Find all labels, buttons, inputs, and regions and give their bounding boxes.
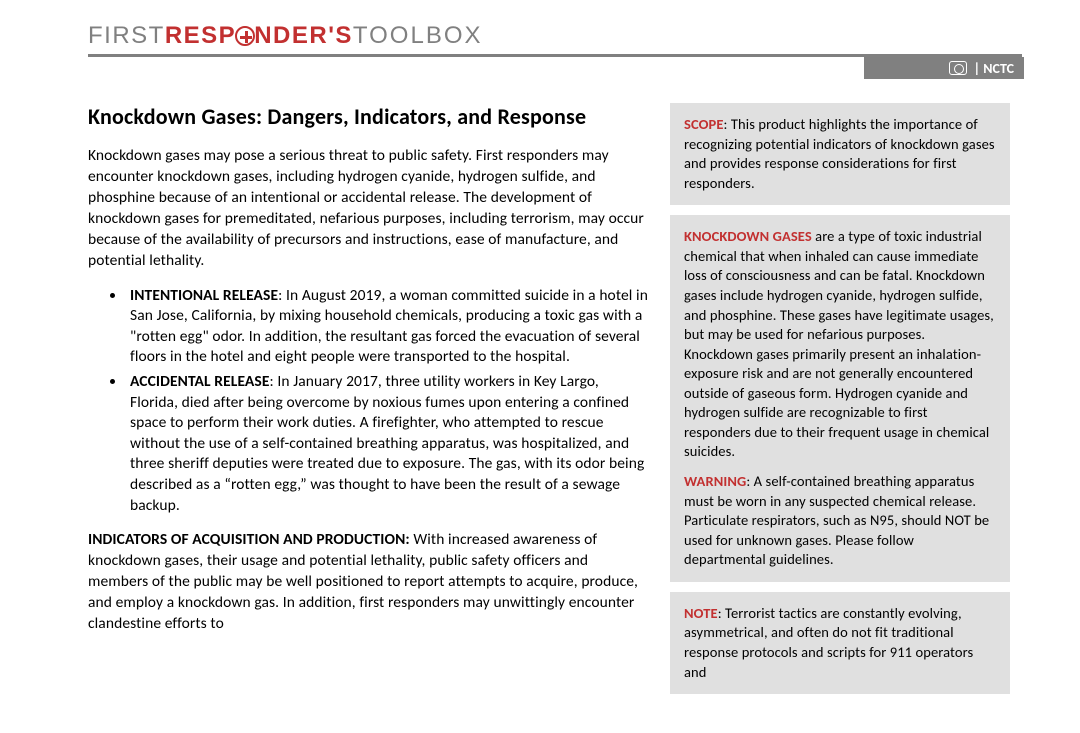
list-item: ACCIDENTAL RELEASE: In January 2017, thr… (126, 372, 648, 516)
brand-word-toolbox: TOOLBOX (353, 22, 483, 49)
main-column: Knockdown Gases: Dangers, Indicators, an… (88, 103, 648, 694)
note-text: : Terrorist tactics are constantly evolv… (684, 604, 973, 681)
kg-text: are a type of toxic industrial chemical … (684, 227, 994, 460)
bullet-label: INTENTIONAL RELEASE (130, 286, 278, 305)
bullet-text: : In January 2017, three utility workers… (130, 372, 644, 515)
release-list: INTENTIONAL RELEASE: In August 2019, a w… (88, 286, 648, 517)
indicators-paragraph: INDICATORS OF ACQUISITION AND PRODUCTION… (88, 530, 648, 635)
globe-icon (949, 61, 967, 75)
brand-text: FIRSTRESPNDER'STOOLBOX (88, 22, 483, 49)
list-item: INTENTIONAL RELEASE: In August 2019, a w… (126, 286, 648, 368)
knockdown-box: KNOCKDOWN GASES are a type of toxic indu… (670, 215, 1010, 582)
note-lead: NOTE (684, 604, 718, 622)
page-title: Knockdown Gases: Dangers, Indicators, an… (88, 103, 648, 130)
content-columns: Knockdown Gases: Dangers, Indicators, an… (88, 103, 1022, 694)
nctc-badge: | NCTC (864, 57, 1024, 79)
brand-word-responders: RESPNDER'S (165, 22, 353, 49)
brand-header: FIRSTRESPNDER'STOOLBOX (88, 22, 1022, 50)
indicators-label: INDICATORS OF ACQUISITION AND PRODUCTION… (88, 530, 413, 549)
target-icon (235, 26, 255, 46)
kg-lead: KNOCKDOWN GASES (684, 227, 812, 245)
scope-text: : This product highlights the importance… (684, 115, 995, 192)
sidebar-column: SCOPE: This product highlights the impor… (670, 103, 1010, 694)
bullet-label: ACCIDENTAL RELEASE (130, 372, 270, 391)
note-box: NOTE: Terrorist tactics are constantly e… (670, 592, 1010, 694)
intro-paragraph: Knockdown gases may pose a serious threa… (88, 146, 648, 272)
warning-lead: WARNING (684, 472, 746, 490)
scope-lead: SCOPE (684, 115, 724, 133)
nctc-label: | NCTC (973, 60, 1014, 77)
document-page: FIRSTRESPNDER'STOOLBOX | NCTC Knockdown … (0, 0, 1080, 694)
scope-box: SCOPE: This product highlights the impor… (670, 103, 1010, 205)
brand-word-first: FIRST (88, 22, 165, 49)
